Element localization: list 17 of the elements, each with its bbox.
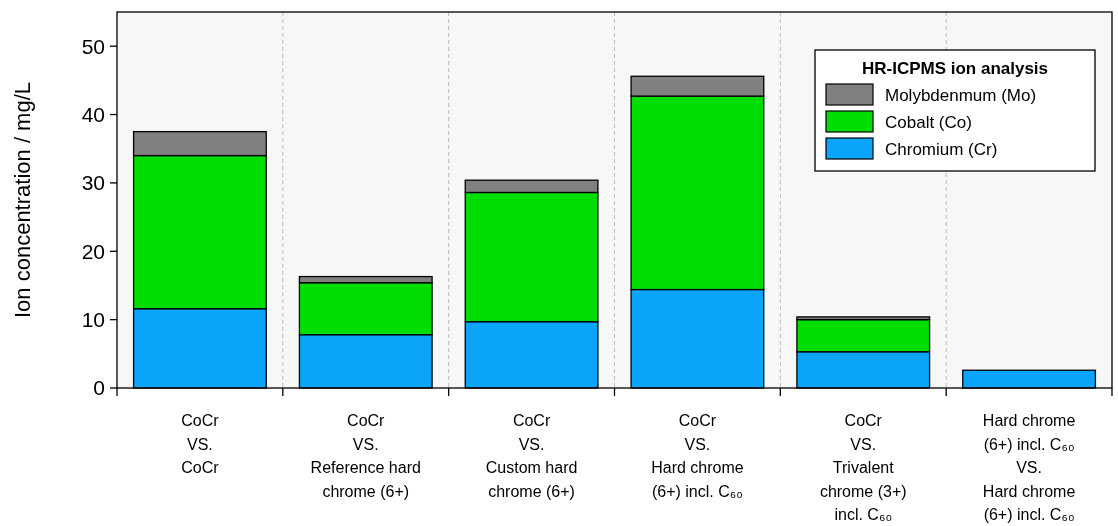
x-tick-label: CoCr VS. Custom hard chrome (6+): [485, 412, 578, 500]
legend-title: HR-ICPMS ion analysis: [861, 59, 1049, 78]
legend-label: Chromium (Cr): [885, 139, 998, 159]
y-tick-label: 0: [93, 376, 105, 400]
legend-label: Cobalt (Co): [885, 112, 972, 132]
y-axis-title: Ion concentration / mg/L: [10, 81, 35, 319]
y-tick-label: 40: [81, 102, 105, 126]
x-tick-label: CoCr VS. Trivalent chrome (3+) incl. C₆₀: [819, 412, 907, 523]
x-tick-label: Hard chrome (6+) incl. C₆₀ VS. Hard chrome (6+) incl. C₆₀: [982, 412, 1076, 523]
x-tick-label: CoCr VS. Hard chrome (6+) incl. C₆₀: [651, 412, 744, 500]
x-tick-label: CoCr VS. Reference hard chrome (6+): [310, 412, 421, 500]
y-tick-label: 30: [81, 171, 105, 195]
legend-label: Molybdenmum (Mo): [885, 85, 1037, 105]
y-tick-label: 10: [81, 307, 105, 331]
y-tick-label: 20: [81, 239, 105, 263]
y-tick-label: 50: [81, 34, 105, 58]
x-tick-label: CoCr VS. CoCr: [181, 412, 220, 476]
